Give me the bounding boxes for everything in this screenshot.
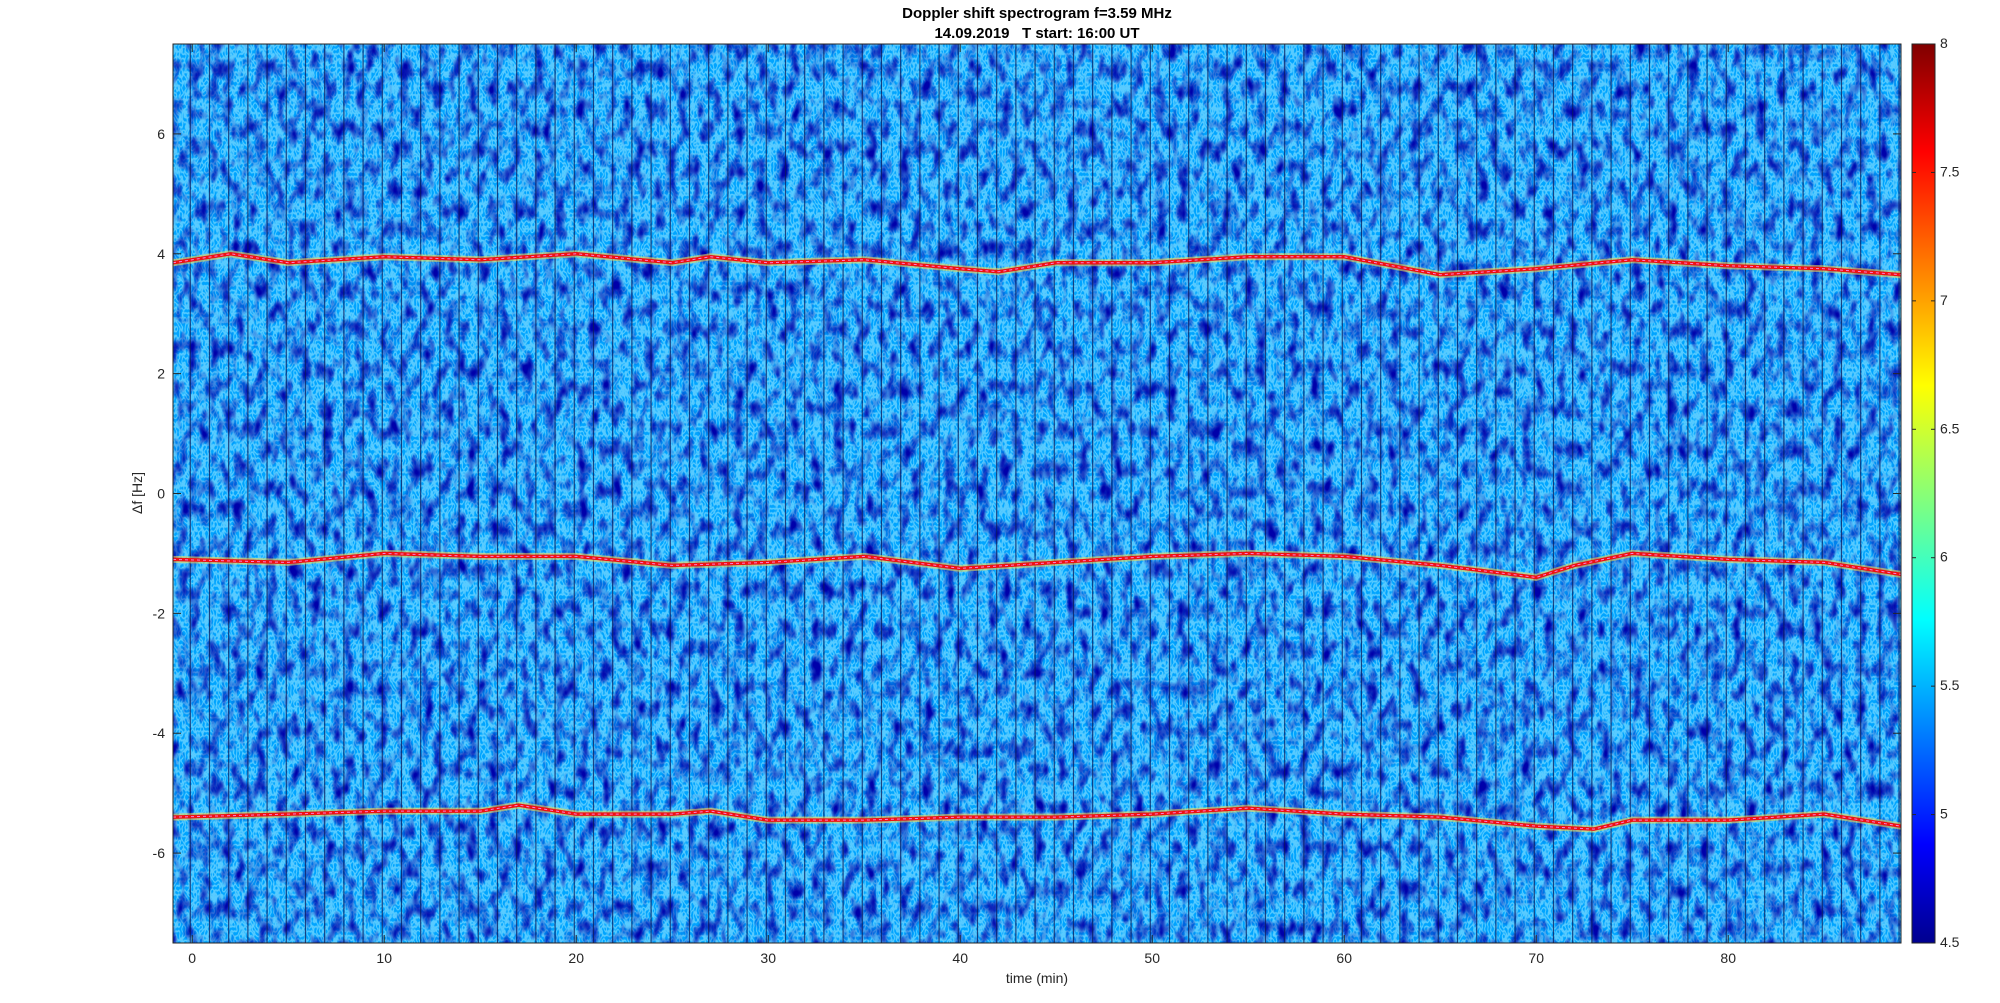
y-tick-label: -6 (153, 845, 166, 861)
x-tick-label: 20 (568, 950, 584, 966)
x-tick-label: 70 (1528, 950, 1544, 966)
colorbar-tick-label: 8 (1940, 35, 1948, 51)
x-tick-label: 30 (760, 950, 776, 966)
y-tick-label: 4 (157, 246, 165, 262)
spectrum-column-separators (189, 44, 1900, 943)
x-tick-label: 0 (188, 950, 196, 966)
colorbar-gradient (1911, 43, 1936, 944)
y-tick-label: 6 (157, 126, 165, 142)
doppler-trace-fit-1 (173, 253, 1901, 276)
colorbar-tick-label: 7 (1940, 292, 1948, 308)
y-tick-label: 2 (157, 366, 165, 382)
colorbar-tick-label: 4.5 (1940, 934, 1960, 950)
doppler-trace-2 (173, 551, 1901, 580)
x-tick-label: 10 (376, 950, 392, 966)
doppler-trace-fit-3 (173, 804, 1901, 830)
y-tick-label: -2 (153, 605, 166, 621)
x-axis: 0 10 20 30 40 50 60 70 80 (188, 44, 1736, 966)
x-axis-label: time (min) (1006, 970, 1068, 986)
plot-area (173, 44, 1901, 943)
colorbar-tick-label: 7.5 (1940, 163, 1960, 179)
y-tick-label: -4 (153, 725, 166, 741)
colorbar-tick-label: 6 (1940, 549, 1948, 565)
y-axis-label: Δf [Hz] (129, 472, 145, 514)
chart-title: Doppler shift spectrogram f=3.59 MHz (902, 5, 1172, 22)
colorbar-tick-label: 5.5 (1940, 677, 1960, 693)
y-tick-label: 0 (157, 486, 165, 502)
colorbar-tick-label: 6.5 (1940, 420, 1960, 436)
doppler-trace-layer (173, 250, 1901, 833)
heatmap-noise (173, 44, 1901, 943)
colorbar-ticks: 4.5 5 5.5 6 6.5 7 7.5 8 (1912, 35, 1960, 950)
x-tick-label: 50 (1144, 950, 1160, 966)
y-axis: -6 -4 -2 0 2 4 6 (153, 126, 1901, 861)
x-tick-label: 40 (952, 950, 968, 966)
x-tick-label: 80 (1720, 950, 1736, 966)
x-tick-label: 60 (1336, 950, 1352, 966)
colorbar-tick-label: 5 (1940, 806, 1948, 822)
chart-subtitle: 14.09.2019 T start: 16:00 UT (934, 25, 1139, 42)
colorbar: 4.5 5 5.5 6 6.5 7 7.5 8 (1911, 35, 1960, 950)
